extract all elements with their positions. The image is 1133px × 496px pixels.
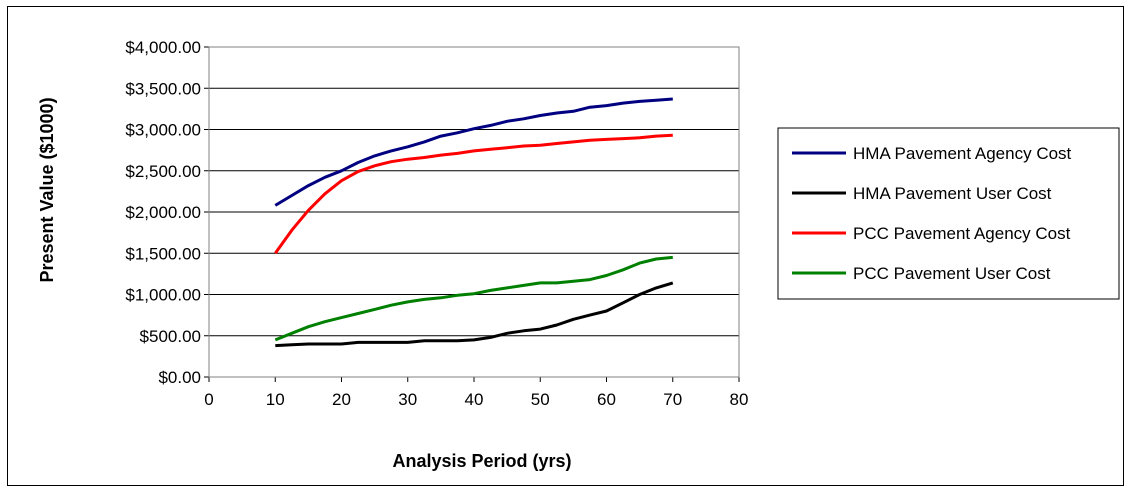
- x-tick-label: 30: [398, 390, 417, 409]
- y-axis-title: Present Value ($1000): [37, 97, 57, 282]
- y-tick-label: $2,000.00: [125, 203, 201, 222]
- legend-label: PCC Pavement Agency Cost: [853, 224, 1071, 243]
- x-tick-label: 0: [204, 390, 213, 409]
- x-axis-title: Analysis Period (yrs): [392, 451, 571, 471]
- series-lines: [274, 97, 674, 348]
- series-line: [275, 281, 674, 348]
- legend-label: HMA Pavement Agency Cost: [853, 144, 1072, 163]
- y-tick-label: $1,000.00: [125, 286, 201, 305]
- chart-svg: $0.00 $500.00 $1,000.00 $1,500.00 $2,000.00 $…: [37, 38, 1120, 471]
- y-tick-label: $500.00: [140, 327, 201, 346]
- legend-label: HMA Pavement User Cost: [853, 184, 1052, 203]
- x-tick-label: 80: [730, 390, 749, 409]
- legend-items: HMA Pavement Agency Cost HMA Pavement Use…: [792, 144, 1072, 283]
- y-tick-label: $1,500.00: [125, 244, 201, 263]
- y-tick-label: $3,500.00: [125, 79, 201, 98]
- legend-box: [777, 127, 1120, 300]
- x-tick-label: 50: [531, 390, 550, 409]
- x-tick-labels: 0 10 20 30 40 50 60 70 80: [204, 390, 748, 409]
- x-tick-label: 70: [663, 390, 682, 409]
- y-tick-label: $3,000.00: [125, 121, 201, 140]
- y-tick-label: $0.00: [158, 368, 201, 387]
- x-tick-label: 40: [465, 390, 484, 409]
- chart-area: $0.00 $500.00 $1,000.00 $1,500.00 $2,000.00 $…: [7, 6, 1124, 486]
- x-tick-label: 20: [332, 390, 351, 409]
- y-tick-label: $2,500.00: [125, 162, 201, 181]
- series-line: [274, 97, 673, 207]
- legend-label: PCC Pavement User Cost: [853, 264, 1051, 283]
- series-line: [274, 133, 673, 255]
- plot-area-border: [208, 46, 740, 378]
- x-tick-label: 60: [597, 390, 616, 409]
- x-tick-label: 10: [266, 390, 285, 409]
- y-tick-labels: $0.00 $500.00 $1,000.00 $1,500.00 $2,000.00 $…: [125, 38, 201, 387]
- y-tick-label: $4,000.00: [125, 38, 201, 57]
- gridlines: [204, 46, 740, 382]
- series-line: [274, 255, 673, 342]
- legend: HMA Pavement Agency Cost HMA Pavement Use…: [777, 127, 1120, 300]
